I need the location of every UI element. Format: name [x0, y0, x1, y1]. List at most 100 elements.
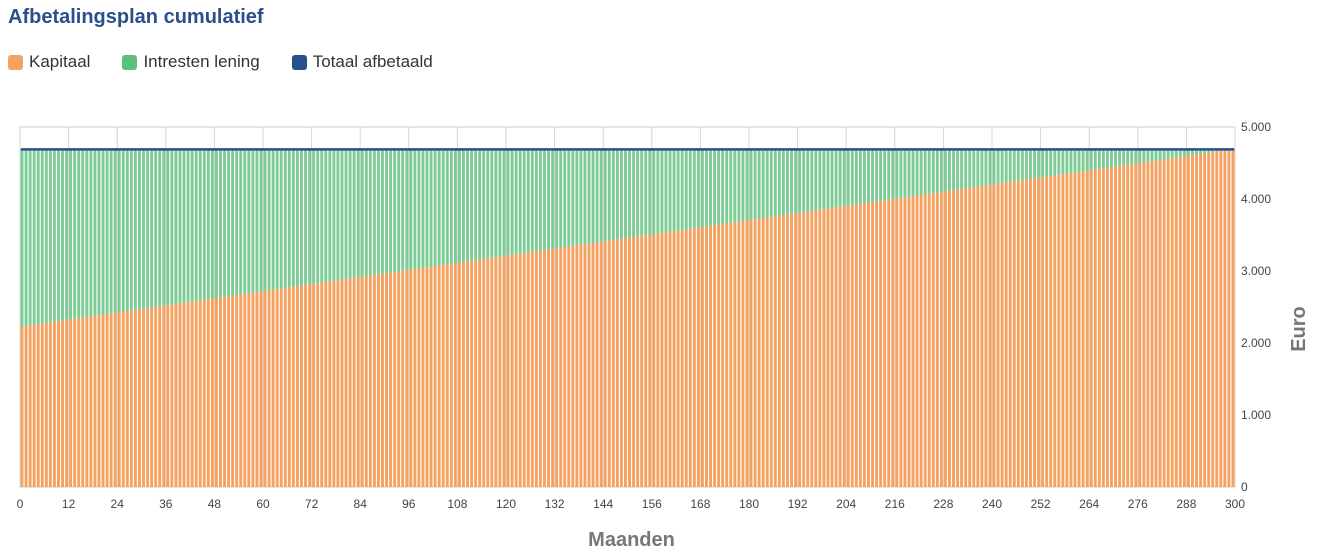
bar-kapitaal[interactable]: [275, 289, 279, 487]
bar-kapitaal[interactable]: [1227, 149, 1231, 488]
bar-intresten[interactable]: [409, 149, 413, 270]
bar-intresten[interactable]: [563, 149, 567, 248]
bar-intresten[interactable]: [1174, 149, 1178, 158]
bar-kapitaal[interactable]: [429, 266, 433, 487]
bar-kapitaal[interactable]: [206, 299, 210, 487]
bar-intresten[interactable]: [470, 149, 474, 261]
bar-intresten[interactable]: [692, 149, 696, 229]
bar-intresten[interactable]: [1045, 149, 1049, 177]
bar-intresten[interactable]: [769, 149, 773, 217]
bar-intresten[interactable]: [1146, 149, 1150, 162]
bar-kapitaal[interactable]: [1186, 155, 1190, 487]
bar-kapitaal[interactable]: [911, 196, 915, 487]
bar-kapitaal[interactable]: [619, 238, 623, 487]
bar-kapitaal[interactable]: [834, 207, 838, 487]
bar-intresten[interactable]: [700, 149, 704, 227]
bar-kapitaal[interactable]: [919, 194, 923, 487]
bar-kapitaal[interactable]: [587, 243, 591, 487]
bar-intresten[interactable]: [919, 149, 923, 195]
bar-intresten[interactable]: [381, 149, 384, 274]
bar-kapitaal[interactable]: [895, 198, 899, 487]
bar-kapitaal[interactable]: [1093, 169, 1097, 487]
bar-intresten[interactable]: [174, 149, 178, 304]
bar-kapitaal[interactable]: [279, 288, 283, 487]
bar-intresten[interactable]: [891, 149, 895, 200]
bar-intresten[interactable]: [1126, 149, 1130, 165]
bar-kapitaal[interactable]: [943, 191, 947, 487]
bar-kapitaal[interactable]: [498, 256, 502, 487]
bar-intresten[interactable]: [676, 149, 680, 231]
bar-kapitaal[interactable]: [65, 319, 69, 487]
bar-intresten[interactable]: [316, 149, 320, 284]
bar-kapitaal[interactable]: [883, 200, 887, 487]
bar-intresten[interactable]: [1016, 149, 1020, 181]
bar-intresten[interactable]: [1041, 149, 1045, 178]
bar-intresten[interactable]: [320, 149, 324, 283]
bar-kapitaal[interactable]: [490, 257, 494, 487]
bar-kapitaal[interactable]: [1110, 167, 1113, 487]
bar-kapitaal[interactable]: [287, 287, 291, 487]
bar-intresten[interactable]: [109, 149, 113, 314]
bar-intresten[interactable]: [397, 149, 401, 272]
bar-kapitaal[interactable]: [178, 303, 182, 487]
bar-kapitaal[interactable]: [506, 255, 510, 487]
bar-intresten[interactable]: [636, 149, 640, 237]
bar-intresten[interactable]: [1053, 149, 1057, 176]
bar-intresten[interactable]: [1142, 149, 1146, 163]
bar-intresten[interactable]: [1081, 149, 1085, 172]
bar-intresten[interactable]: [352, 149, 356, 278]
bar-intresten[interactable]: [980, 149, 984, 187]
bar-kapitaal[interactable]: [648, 234, 652, 487]
bar-kapitaal[interactable]: [948, 190, 951, 487]
bar-kapitaal[interactable]: [1097, 168, 1101, 488]
bar-intresten[interactable]: [939, 149, 943, 192]
bar-kapitaal[interactable]: [660, 232, 664, 487]
bar-intresten[interactable]: [729, 149, 733, 223]
bar-intresten[interactable]: [680, 149, 684, 230]
bar-kapitaal[interactable]: [749, 219, 753, 488]
bar-kapitaal[interactable]: [1020, 180, 1024, 487]
bar-kapitaal[interactable]: [846, 205, 850, 487]
bar-kapitaal[interactable]: [672, 231, 676, 487]
bar-kapitaal[interactable]: [1118, 165, 1122, 487]
bar-kapitaal[interactable]: [93, 315, 97, 487]
bar-intresten[interactable]: [385, 149, 388, 274]
bar-intresten[interactable]: [948, 149, 951, 191]
bar-kapitaal[interactable]: [903, 197, 907, 487]
bar-kapitaal[interactable]: [117, 312, 121, 487]
bar-intresten[interactable]: [182, 149, 186, 303]
bar-kapitaal[interactable]: [300, 285, 303, 487]
bar-kapitaal[interactable]: [559, 247, 563, 487]
bar-intresten[interactable]: [1150, 149, 1154, 162]
bar-kapitaal[interactable]: [729, 222, 733, 487]
bar-kapitaal[interactable]: [340, 279, 344, 487]
bar-kapitaal[interactable]: [24, 325, 28, 487]
bar-kapitaal[interactable]: [875, 201, 879, 487]
bar-kapitaal[interactable]: [133, 309, 137, 487]
bar-intresten[interactable]: [1207, 149, 1211, 153]
bar-kapitaal[interactable]: [696, 227, 700, 488]
bar-intresten[interactable]: [664, 149, 668, 233]
bar-intresten[interactable]: [1154, 149, 1158, 161]
bar-intresten[interactable]: [1138, 149, 1142, 163]
bar-intresten[interactable]: [344, 149, 348, 280]
bar-intresten[interactable]: [871, 149, 874, 203]
bar-kapitaal[interactable]: [231, 295, 235, 487]
bar-kapitaal[interactable]: [1045, 176, 1049, 488]
bar-intresten[interactable]: [688, 149, 692, 229]
bar-intresten[interactable]: [150, 149, 154, 308]
bar-kapitaal[interactable]: [632, 236, 636, 487]
bar-intresten[interactable]: [206, 149, 210, 300]
bar-intresten[interactable]: [36, 149, 40, 325]
bar-intresten[interactable]: [44, 149, 48, 323]
bar-intresten[interactable]: [332, 149, 336, 281]
bar-intresten[interactable]: [295, 149, 299, 287]
bar-kapitaal[interactable]: [1138, 162, 1142, 487]
bar-intresten[interactable]: [506, 149, 510, 256]
bar-kapitaal[interactable]: [389, 272, 393, 487]
bar-intresten[interactable]: [599, 149, 603, 242]
bar-intresten[interactable]: [312, 149, 316, 284]
bar-intresten[interactable]: [340, 149, 344, 280]
bar-kapitaal[interactable]: [652, 234, 656, 487]
bar-intresten[interactable]: [526, 149, 530, 253]
